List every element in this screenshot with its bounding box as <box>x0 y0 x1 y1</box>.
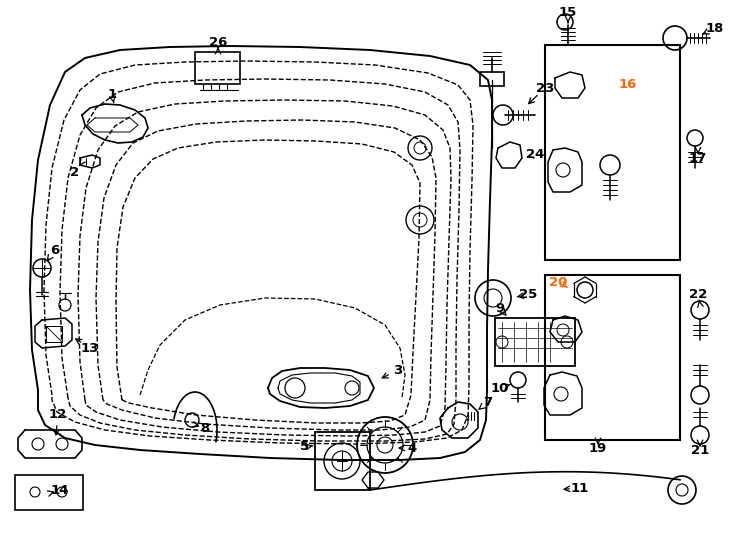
Text: 2: 2 <box>70 165 79 179</box>
Text: 15: 15 <box>559 5 577 18</box>
Text: 20: 20 <box>549 275 567 288</box>
Text: 19: 19 <box>589 442 607 455</box>
Text: 22: 22 <box>689 288 707 301</box>
Bar <box>495 318 575 366</box>
Text: 1: 1 <box>107 89 117 102</box>
Text: 18: 18 <box>706 22 724 35</box>
Text: 16: 16 <box>619 78 637 91</box>
Text: 10: 10 <box>491 381 509 395</box>
Text: 3: 3 <box>393 363 403 376</box>
Text: 6: 6 <box>51 244 59 256</box>
Text: 21: 21 <box>691 443 709 456</box>
Bar <box>545 275 680 440</box>
Text: 17: 17 <box>689 152 707 165</box>
Text: 4: 4 <box>407 442 417 455</box>
Text: 23: 23 <box>536 82 554 94</box>
Text: 24: 24 <box>526 148 544 161</box>
Bar <box>195 52 240 84</box>
Bar <box>15 475 83 510</box>
Text: 8: 8 <box>200 422 210 435</box>
Text: 26: 26 <box>208 36 228 49</box>
Text: 9: 9 <box>495 301 504 314</box>
Text: 7: 7 <box>484 395 493 408</box>
Bar <box>480 72 504 86</box>
Text: 14: 14 <box>51 483 69 496</box>
Bar <box>315 432 370 490</box>
Text: 11: 11 <box>571 482 589 495</box>
Text: 5: 5 <box>300 441 310 454</box>
Text: 13: 13 <box>81 341 99 354</box>
Bar <box>545 45 680 260</box>
Text: 25: 25 <box>519 288 537 301</box>
Text: 12: 12 <box>49 408 67 422</box>
